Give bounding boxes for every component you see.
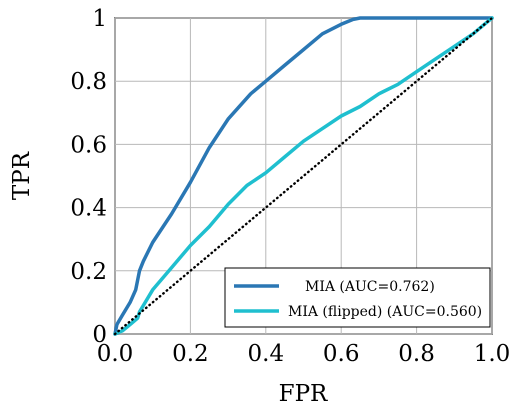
y-tick-label: 1 [92, 6, 107, 32]
y-axis-title: TPR [9, 151, 35, 200]
y-tick-label: 0.2 [70, 259, 107, 285]
x-tick-label: 0.4 [248, 341, 285, 367]
series-line-mia [113, 16, 494, 336]
x-tick-labels: 0.0 0.2 0.4 0.6 0.8 1.0 [97, 341, 511, 367]
series-line-mia-flipped [113, 16, 494, 336]
y-tick-label: 0.6 [70, 132, 107, 158]
x-tick-label: 0.2 [172, 341, 209, 367]
diagonal-reference-line [113, 16, 494, 336]
x-tick-label: 0.6 [323, 341, 360, 367]
legend-label-mia-flipped: MIA (flipped) (AUC=0.560) [288, 304, 482, 320]
x-tick-label: 1.0 [474, 341, 511, 367]
y-tick-label: 0 [92, 322, 107, 348]
x-axis-title: FPR [279, 381, 328, 407]
legend-label-mia: MIA (AUC=0.762) [305, 279, 435, 295]
y-tick-label: 0.4 [70, 196, 107, 222]
x-tick-label: 0.8 [398, 341, 435, 367]
series-layer [113, 16, 494, 336]
legend-box [224, 267, 491, 328]
x-tick-label: 0.0 [97, 341, 134, 367]
legend: MIA (AUC=0.762) MIA (flipped) (AUC=0.560… [224, 267, 491, 328]
y-tick-label: 0.8 [70, 69, 107, 95]
y-tick-labels: 0 0.2 0.4 0.6 0.8 1 [70, 6, 107, 348]
